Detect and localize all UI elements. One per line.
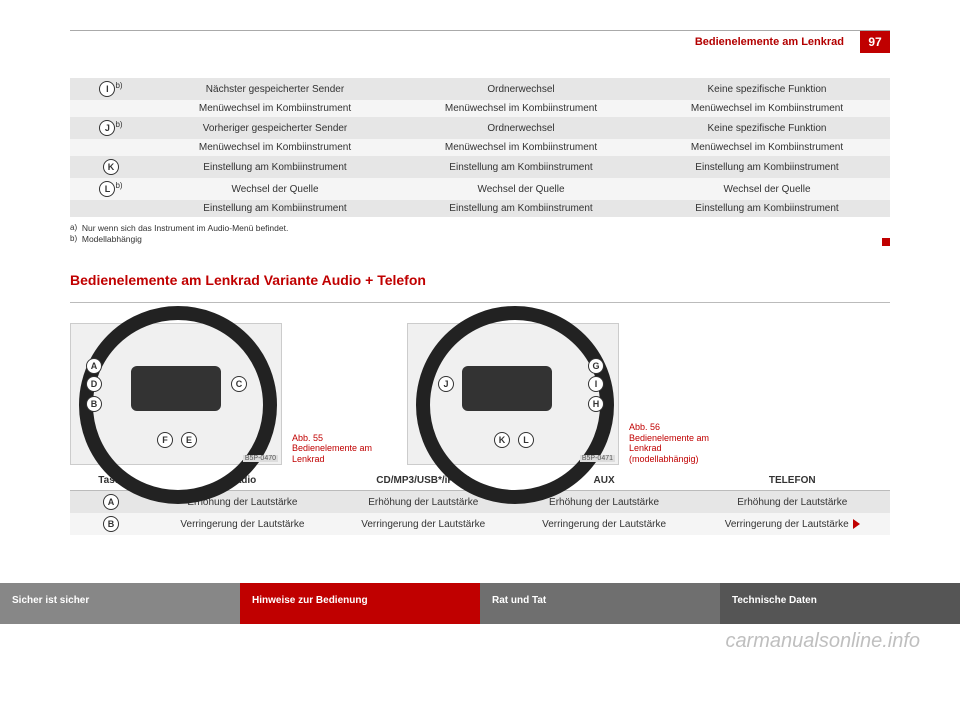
subsection-heading: Bedienelemente am Lenkrad Variante Audio… <box>70 272 890 288</box>
table-row: KEinstellung am KombiinstrumentEinstellu… <box>70 156 890 178</box>
table-row: BVerringerung der LautstärkeVerringerung… <box>70 513 890 535</box>
continue-icon <box>853 519 860 529</box>
section-title: Bedienelemente am Lenkrad <box>695 36 854 48</box>
nav-tab[interactable]: Sicher ist sicher <box>0 583 240 624</box>
figure-55: A B C D E F B5P-0470 <box>70 323 282 465</box>
table-row: Ib)Nächster gespeicherter SenderOrdnerwe… <box>70 78 890 100</box>
footnotes: a) Nur wenn sich das Instrument im Audio… <box>70 223 890 244</box>
figure-55-caption: Abb. 55 Bedienelemente am Lenkrad <box>292 433 387 465</box>
nav-tab[interactable]: Rat und Tat <box>480 583 720 624</box>
page-number: 97 <box>860 31 890 53</box>
figure-56: G H I J K L B5P-0471 <box>407 323 619 465</box>
watermark: carmanualsonline.info <box>0 630 960 653</box>
table-steering-controls-continued: Ib)Nächster gespeicherter SenderOrdnerwe… <box>70 78 890 217</box>
divider <box>70 302 890 303</box>
figure-56-caption: Abb. 56 Bedienelemente am Lenkrad (model… <box>629 422 724 465</box>
table-row: Lb)Wechsel der QuelleWechsel der QuelleW… <box>70 178 890 200</box>
table-row: Menüwechsel im KombiinstrumentMenüwechse… <box>70 139 890 156</box>
page-header: Bedienelemente am Lenkrad 97 <box>70 30 890 53</box>
bottom-nav: Sicher ist sicher Hinweise zur Bedienung… <box>0 583 960 624</box>
table-row: Einstellung am KombiinstrumentEinstellun… <box>70 200 890 217</box>
table-row: Menüwechsel im KombiinstrumentMenüwechse… <box>70 100 890 117</box>
nav-tab[interactable]: Technische Daten <box>720 583 960 624</box>
table-row: Jb)Vorheriger gespeicherter SenderOrdner… <box>70 117 890 139</box>
section-end-icon <box>882 238 890 246</box>
figure-row: A B C D E F B5P-0470 Abb. 55 Bedieneleme… <box>70 323 890 465</box>
nav-tab-active[interactable]: Hinweise zur Bedienung <box>240 583 480 624</box>
